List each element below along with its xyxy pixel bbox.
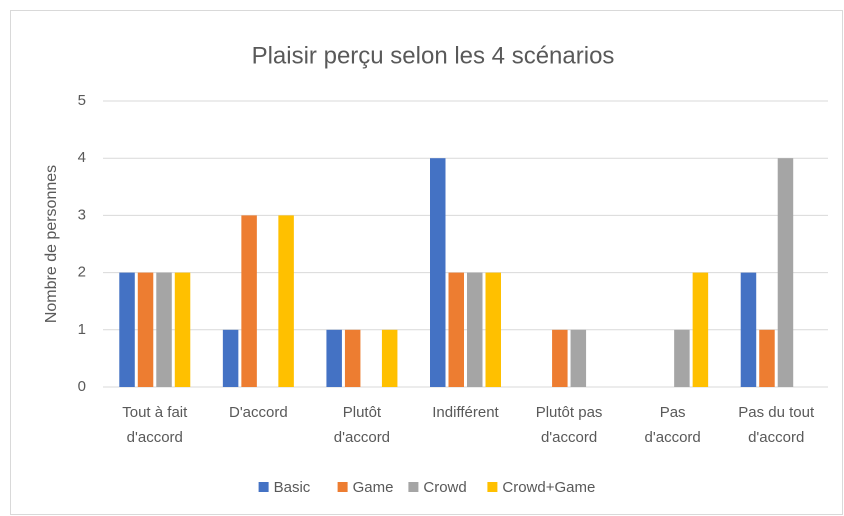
bar: [740, 272, 757, 387]
x-tick-label: d'accord: [541, 429, 597, 446]
legend-label: Game: [353, 479, 394, 496]
bar: [344, 329, 361, 387]
y-tick-label: 0: [78, 378, 86, 395]
y-tick-label: 5: [78, 92, 86, 109]
bar: [137, 272, 154, 387]
bar: [467, 272, 483, 387]
legend-swatch: [487, 482, 498, 492]
bar: [278, 215, 294, 387]
bar: [448, 272, 464, 387]
x-tick-label: d'accord: [334, 429, 390, 446]
x-tick-label: Tout à fait: [122, 404, 188, 421]
bar: [326, 329, 342, 387]
bar: [156, 272, 172, 387]
bar: [430, 158, 446, 387]
legend-swatch: [408, 482, 419, 492]
bar: [381, 329, 398, 387]
legend-label: Crowd+Game: [502, 479, 595, 496]
x-tick-label: d'accord: [127, 429, 183, 446]
bar: [570, 329, 587, 387]
x-tick-label: d'accord: [748, 429, 804, 446]
bar: [222, 329, 239, 387]
y-tick-label: 1: [78, 321, 86, 338]
bar: [241, 215, 257, 387]
x-tick-label: D'accord: [229, 404, 288, 421]
y-axis-label: Nombre de personnes: [43, 165, 60, 323]
legend-swatch: [258, 482, 269, 492]
bar: [485, 272, 501, 387]
chart-title: Plaisir perçu selon les 4 scénarios: [252, 42, 615, 69]
y-tick-label: 3: [78, 206, 86, 223]
bar: [692, 272, 709, 387]
bar: [552, 329, 568, 387]
legend-swatch: [337, 482, 348, 492]
y-tick-label: 2: [78, 264, 86, 281]
bar: [174, 272, 191, 387]
x-tick-label: Plutôt pas: [536, 404, 603, 421]
x-tick-label: Pas: [660, 404, 686, 421]
bar: [777, 158, 794, 387]
x-tick-label: d'accord: [645, 429, 701, 446]
chart-frame: [10, 10, 843, 515]
legend-label: Crowd: [423, 479, 466, 496]
bar: [119, 272, 135, 387]
bar: [674, 329, 690, 387]
x-tick-label: Plutôt: [343, 404, 382, 421]
bar: [759, 329, 775, 387]
legend-label: Basic: [274, 479, 311, 496]
x-tick-label: Pas du tout: [738, 404, 815, 421]
x-tick-label: Indifférent: [432, 404, 499, 421]
y-tick-label: 4: [78, 149, 86, 166]
